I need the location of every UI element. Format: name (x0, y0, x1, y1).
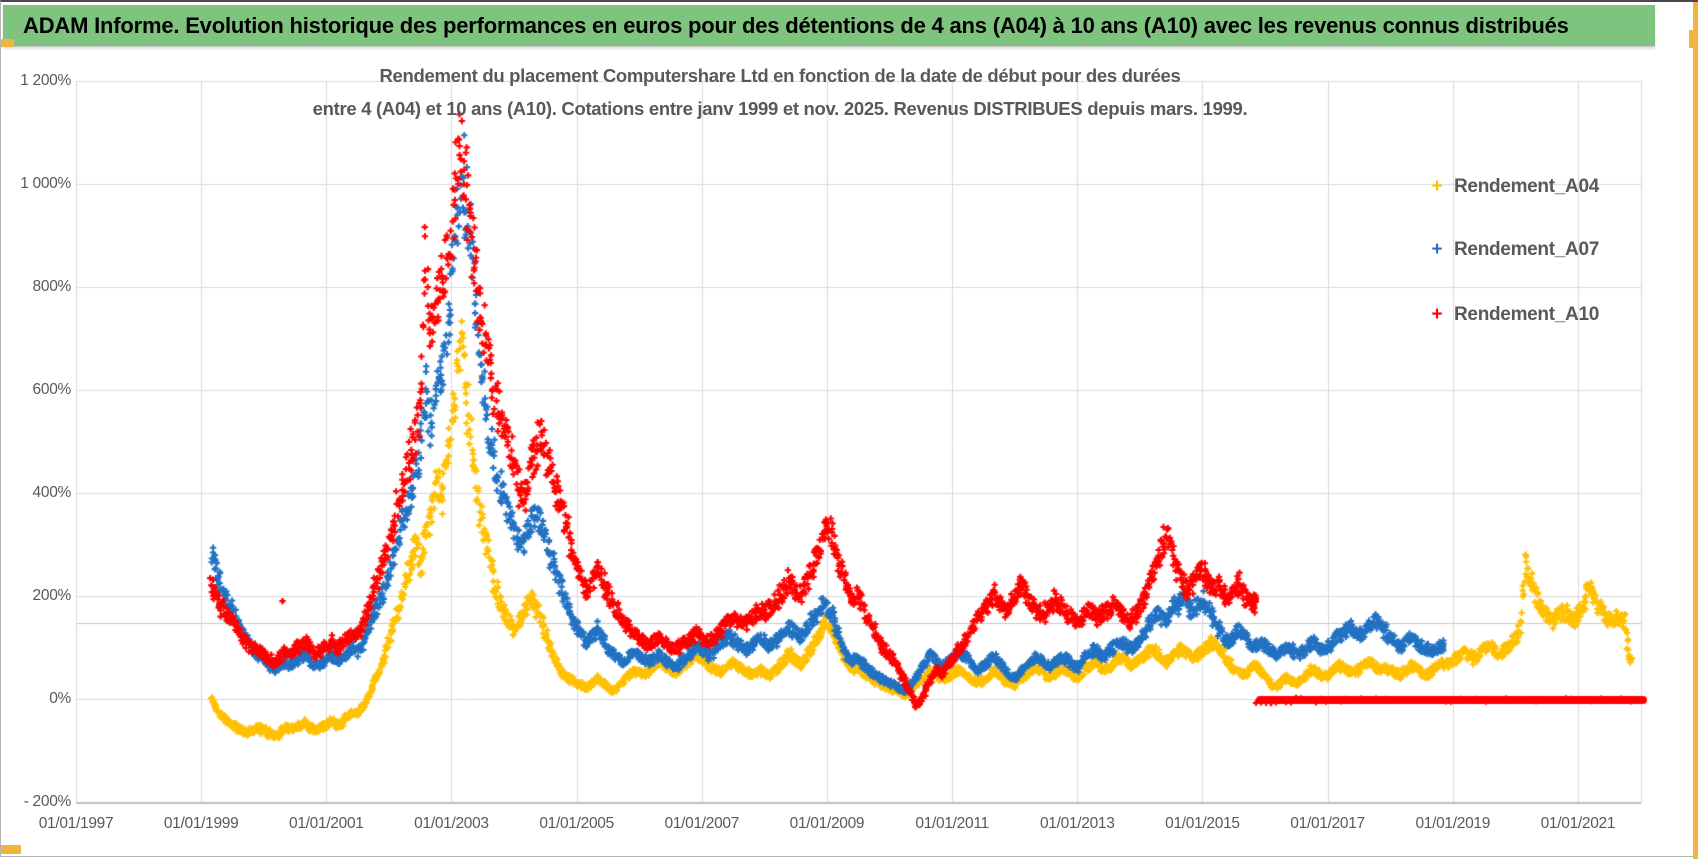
legend-entry-a04[interactable]: + Rendement_A04 (1429, 174, 1599, 200)
x-axis-tick-label: 01/01/2021 (1540, 815, 1616, 832)
chart-title-line-1: Rendement du placement Computershare Ltd… (379, 65, 1181, 86)
y-axis-tick-label: 0% (49, 690, 71, 707)
x-axis-tick-label: 01/01/2019 (1415, 815, 1491, 832)
chart-title-line-2: entre 4 (A04) et 10 ans (A10). Cotations… (312, 98, 1248, 119)
plus-marker-icon: + (1431, 304, 1443, 325)
legend-entry-a07[interactable]: + Rendement_A07 (1429, 237, 1599, 263)
x-axis-tick-label: 01/01/2015 (1165, 815, 1240, 832)
x-axis-tick-label: 01/01/2009 (789, 815, 865, 832)
x-axis-tick-label: 01/01/1997 (38, 815, 114, 832)
x-axis-tick-label: 01/01/2003 (414, 815, 489, 832)
y-axis-tick-label: 400% (32, 484, 72, 501)
x-axis-tick-label: 01/01/2013 (1039, 815, 1115, 832)
y-axis-tick-label: 800% (32, 278, 72, 295)
x-axis-tick-label: 01/01/2001 (289, 815, 364, 832)
y-axis-tick-label: 1 000% (20, 175, 71, 192)
plus-marker-icon: + (1431, 176, 1443, 197)
y-axis-tick-label: - 200% (23, 793, 72, 810)
y-axis-tick-label: 200% (32, 587, 72, 604)
y-axis-tick-label: 600% (32, 381, 72, 398)
legend-label-a10: Rendement_A10 (1454, 304, 1599, 325)
x-axis-tick-label: 01/01/2017 (1290, 815, 1365, 832)
legend-entry-a10[interactable]: + Rendement_A10 (1429, 302, 1599, 328)
y-axis-tick-label: 1 200% (20, 72, 71, 89)
x-axis-tick-label: 01/01/2007 (664, 815, 740, 832)
x-axis-tick-label: 01/01/2005 (539, 815, 614, 832)
x-axis-tick-label: 01/01/1999 (163, 815, 239, 832)
legend-label-a04: Rendement_A04 (1454, 176, 1599, 197)
legend-label-a07: Rendement_A07 (1454, 239, 1599, 260)
plus-marker-icon: + (1431, 239, 1443, 260)
x-axis-tick-label: 01/01/2011 (915, 815, 989, 832)
